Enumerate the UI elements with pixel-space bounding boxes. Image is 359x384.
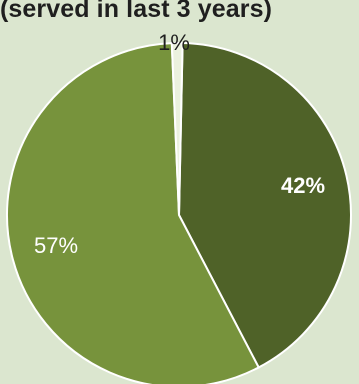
pie-slice-1 — [170, 42, 184, 216]
slice-label-1: 1% — [158, 30, 190, 55]
slice-label-57: 57% — [34, 233, 78, 258]
chart-subtitle: (served in last 3 years) — [0, 0, 272, 23]
slice-label-42: 42% — [281, 173, 325, 198]
pie-slice-57 — [6, 42, 261, 384]
pie-slice-42 — [177, 42, 352, 369]
